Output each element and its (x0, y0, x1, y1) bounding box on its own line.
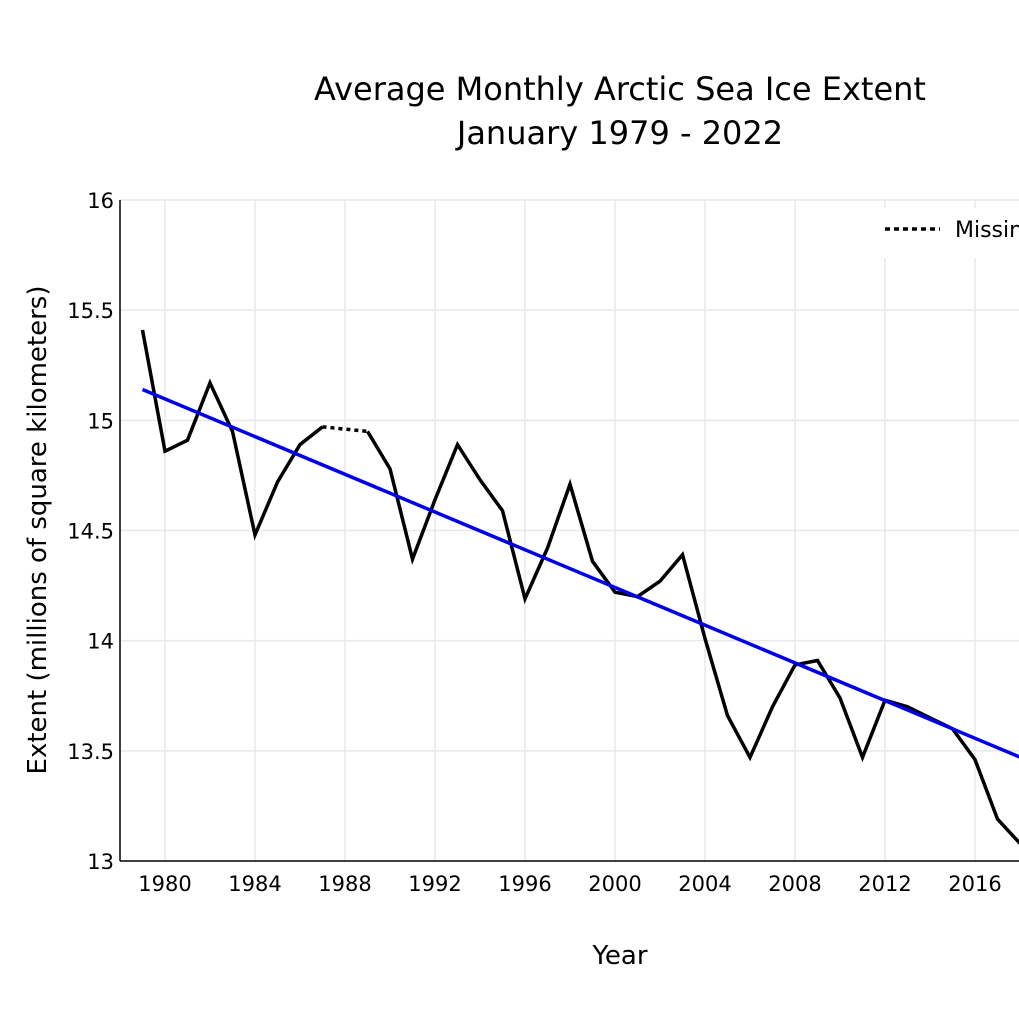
series-line-extent-2 (366, 430, 1019, 845)
y-tick-label-13: 13 (87, 850, 114, 874)
x-tick-label-1988: 1988 (318, 872, 371, 896)
x-tick-label-2012: 2012 (858, 872, 911, 896)
y-axis-ticks: 13 13.5 14 14.5 15 15.5 16 (67, 189, 114, 874)
y-tick-label-14.5: 14.5 (67, 520, 114, 544)
y-tick-label-15.5: 15.5 (67, 299, 114, 323)
legend: Missing (870, 208, 1019, 258)
y-tick-label-14: 14 (87, 630, 114, 654)
x-axis-ticks: 1980 1984 1988 1992 1996 2000 2004 2008 2012 2016 (138, 872, 1001, 896)
legend-background (870, 208, 1019, 258)
x-tick-label-2004: 2004 (678, 872, 731, 896)
x-tick-label-1984: 1984 (228, 872, 281, 896)
x-tick-label-1992: 1992 (408, 872, 461, 896)
y-tick-label-15: 15 (87, 409, 114, 433)
x-tick-label-1980: 1980 (138, 872, 191, 896)
chart-title: Average Monthly Arctic Sea Ice Extent (314, 70, 926, 108)
y-tick-label-13.5: 13.5 (67, 740, 114, 764)
x-axis-label: Year (591, 941, 647, 971)
chart-subtitle: January 1979 - 2022 (455, 114, 783, 152)
x-tick-label-2000: 2000 (588, 872, 641, 896)
grid (120, 199, 1019, 861)
trend-line (141, 387, 1019, 759)
series-line-extent-0 (140, 329, 324, 541)
series-layer (140, 329, 1019, 845)
x-tick-label-2016: 2016 (948, 872, 1001, 896)
x-tick-label-2008: 2008 (768, 872, 821, 896)
legend-label-missing: Missing (955, 218, 1019, 243)
x-tick-label-1996: 1996 (498, 872, 551, 896)
y-tick-label-16: 16 (87, 189, 114, 213)
y-axis-label: Extent (millions of square kilometers) (23, 286, 53, 775)
